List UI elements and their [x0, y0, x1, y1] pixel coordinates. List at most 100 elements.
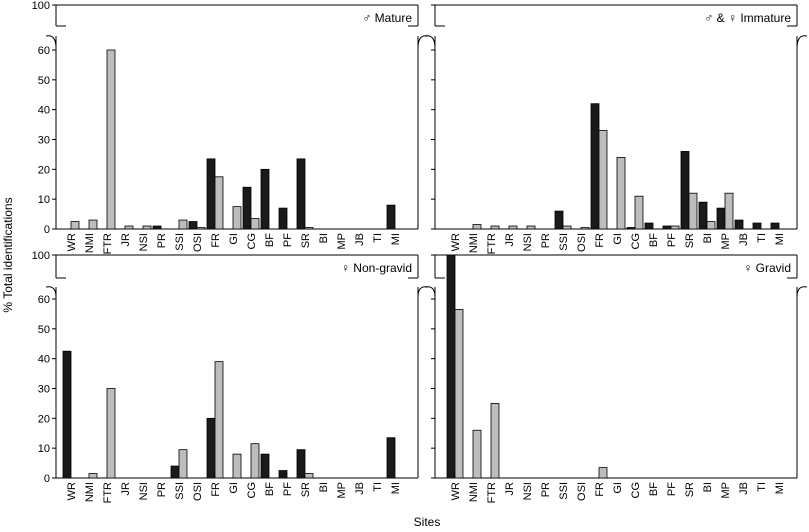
- tick-label-SSI: SSI: [174, 482, 186, 500]
- lower-break-right: [796, 286, 808, 298]
- tick-label-NSI: NSI: [522, 233, 534, 251]
- tick-label-40: 40: [38, 354, 50, 366]
- tick-label-MP: MP: [720, 233, 732, 250]
- bar: [662, 225, 672, 230]
- tick-label-GI: GI: [612, 482, 624, 494]
- bar: [250, 218, 260, 230]
- tick-label-FTR: FTR: [102, 233, 114, 254]
- bar: [724, 192, 734, 230]
- bar: [716, 207, 726, 230]
- bar: [152, 225, 162, 230]
- tick-label-OSI: OSI: [576, 482, 588, 501]
- bar: [698, 201, 708, 230]
- bar: [734, 219, 744, 230]
- bar: [386, 204, 396, 230]
- tick-label-TI: TI: [372, 482, 384, 492]
- labels: ♂ Mature WR NMI FTR JR NSI PR SSI OSI FR GI CG BF PF S…: [66, 11, 791, 503]
- tick-label-MI: MI: [774, 482, 786, 494]
- tick-label-TI: TI: [372, 233, 384, 243]
- bar: [490, 225, 500, 230]
- tick-label-50: 50: [38, 324, 50, 336]
- tick-label-MI: MI: [390, 482, 402, 494]
- lower-break-right: [417, 286, 429, 298]
- tick-label-NSI: NSI: [138, 482, 150, 500]
- tick-label-SR: SR: [684, 233, 696, 248]
- tick-label-WR: WR: [450, 233, 462, 251]
- tick-label-MP: MP: [336, 233, 348, 250]
- tick-label-FTR: FTR: [102, 482, 114, 503]
- tick-label-TI: TI: [756, 482, 768, 492]
- bar: [296, 158, 306, 230]
- tick-label-BF: BF: [264, 482, 276, 496]
- tick-label-JB: JB: [354, 482, 366, 495]
- lower-break-left: [45, 35, 57, 49]
- tick-label-50: 50: [38, 75, 50, 87]
- tick-label-PF: PF: [282, 233, 294, 247]
- bar: [206, 158, 216, 230]
- tick-label-MP: MP: [720, 482, 732, 499]
- tick-label-40: 40: [38, 105, 50, 117]
- bar: [770, 222, 780, 230]
- bar: [206, 417, 216, 479]
- tick-label-PR: PR: [540, 482, 552, 497]
- bar: [250, 443, 260, 479]
- tick-label-PR: PR: [156, 482, 168, 497]
- tick-label-JR: JR: [504, 233, 516, 247]
- bar: [644, 222, 654, 230]
- tick-label-NMI: NMI: [84, 482, 96, 502]
- tick-label-SSI: SSI: [558, 482, 570, 500]
- tick-label-FR: FR: [210, 482, 222, 497]
- bar: [188, 221, 198, 230]
- bar: [178, 219, 188, 230]
- bar: [472, 224, 482, 230]
- lower-break-left: [424, 35, 436, 49]
- tick-label-TI: TI: [756, 233, 768, 243]
- bar: [242, 186, 252, 230]
- tick-label-30: 30: [38, 384, 50, 396]
- panel-3: 100 0 10 20 30 40 50 60: [32, 250, 429, 485]
- bar: [278, 207, 288, 230]
- tick-label-WR: WR: [450, 482, 462, 500]
- tick-label-PR: PR: [540, 233, 552, 248]
- tick-label-JB: JB: [738, 233, 750, 246]
- bar: [124, 225, 134, 230]
- tick-label-SSI: SSI: [558, 233, 570, 251]
- panel-title: ♂ Mature: [362, 11, 412, 25]
- tick-label-GI: GI: [612, 233, 624, 245]
- tick-label-SSI: SSI: [174, 233, 186, 251]
- tick-label-60: 60: [38, 294, 50, 306]
- bar: [670, 225, 680, 230]
- y-axis-label: % Total identifications: [1, 197, 15, 312]
- tick-label-MI: MI: [774, 233, 786, 245]
- bar: [616, 156, 626, 230]
- bar: [598, 130, 608, 230]
- tick-label-BI: BI: [318, 482, 330, 492]
- tick-label-SR: SR: [300, 482, 312, 497]
- bar: [590, 103, 600, 230]
- tick-label-100: 100: [32, 0, 50, 12]
- tick-label-CG: CG: [630, 482, 642, 499]
- tick-label-NMI: NMI: [468, 233, 480, 253]
- lower-break-left: [45, 286, 57, 298]
- tick-label-BI: BI: [702, 233, 714, 243]
- bar: [626, 227, 636, 230]
- tick-label-PF: PF: [666, 233, 678, 247]
- tick-label-CG: CG: [630, 233, 642, 250]
- tick-label-FTR: FTR: [486, 233, 498, 254]
- tick-label-FR: FR: [594, 482, 606, 497]
- bar: [680, 151, 690, 230]
- bar: [554, 210, 564, 230]
- bar: [634, 195, 644, 230]
- tick-label-MI: MI: [390, 233, 402, 245]
- panel-title: ♀ Gravid: [743, 261, 791, 275]
- tick-label-60: 60: [38, 45, 50, 57]
- tick-label-0: 0: [44, 473, 50, 485]
- tick-label-OSI: OSI: [192, 233, 204, 252]
- bar: [232, 206, 242, 230]
- tick-label-BI: BI: [702, 482, 714, 492]
- bar: [106, 49, 116, 230]
- panel-4: [424, 254, 808, 479]
- tick-label-NSI: NSI: [138, 233, 150, 251]
- tick-label-NMI: NMI: [84, 233, 96, 253]
- tick-label-0: 0: [44, 224, 50, 236]
